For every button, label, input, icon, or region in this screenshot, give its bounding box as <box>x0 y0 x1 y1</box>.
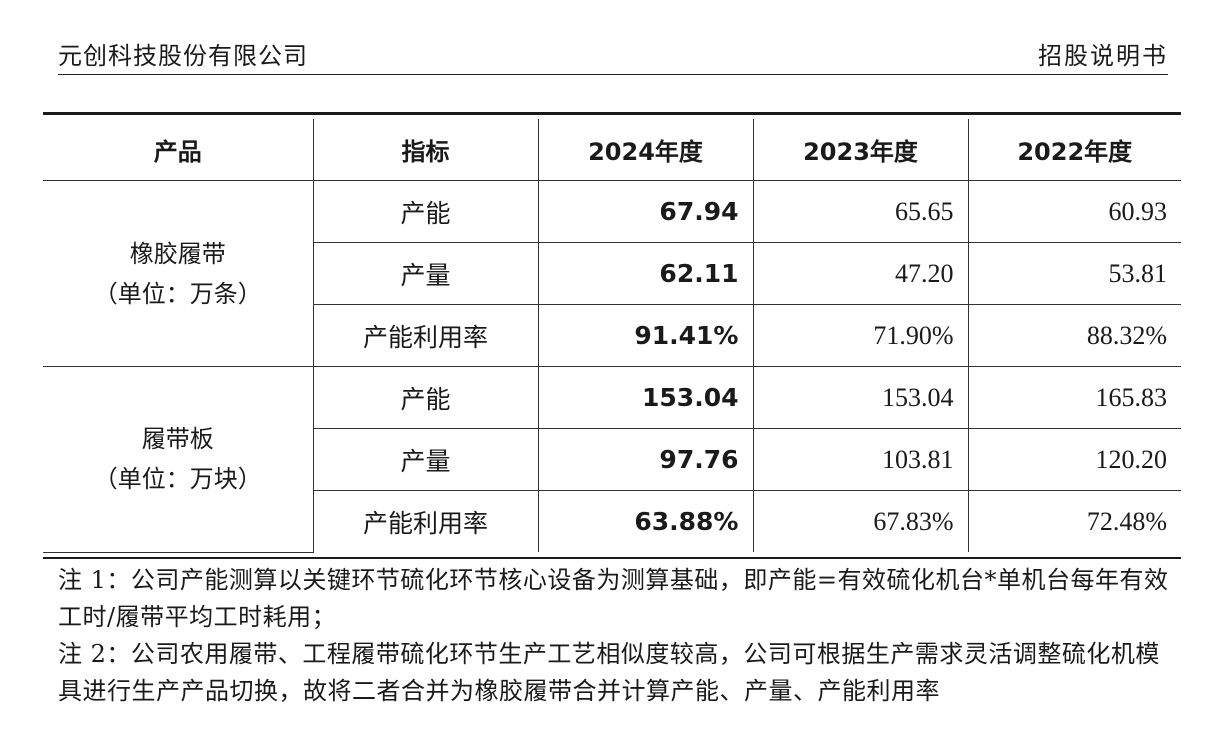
company-name: 元创科技股份有限公司 <box>58 42 308 70</box>
col-header-2023: 2023年度 <box>752 119 969 181</box>
table-bottom-rule <box>43 556 1181 559</box>
value-2023: 65.65 <box>752 180 969 243</box>
capacity-table: 产品 指标 2024年度 2023年度 2022年度 橡胶履带 （单位：万条） … <box>43 119 1181 553</box>
table-top-rule <box>43 112 1181 115</box>
page-header: 元创科技股份有限公司 招股说明书 <box>58 30 1168 75</box>
product-name: 橡胶履带 <box>129 239 226 268</box>
col-header-2024: 2024年度 <box>537 119 754 181</box>
value-2022: 88.32% <box>967 304 1181 367</box>
value-2022: 53.81 <box>967 242 1181 305</box>
table-row: 产量 62.11 47.20 53.81 <box>43 242 1181 305</box>
indicator-cell: 产量 <box>312 428 539 491</box>
product-cell-track-plate: 履带板 （单位：万块） <box>43 366 314 553</box>
table-row: 产能利用率 91.41% 71.90% 88.32% <box>43 304 1181 367</box>
indicator-cell: 产量 <box>312 242 539 305</box>
indicator-cell: 产能利用率 <box>312 490 539 552</box>
indicator-cell: 产能 <box>312 366 539 429</box>
table-header-row: 产品 指标 2024年度 2023年度 2022年度 <box>43 119 1181 181</box>
value-2024: 63.88% <box>537 490 754 552</box>
product-cell-rubber-track: 橡胶履带 （单位：万条） <box>43 180 314 367</box>
note-1: 注 1：公司产能测算以关键环节硫化环节核心设备为测算基础，即产能=有效硫化机台*… <box>58 566 1169 631</box>
value-2022: 72.48% <box>967 490 1181 552</box>
indicator-cell: 产能 <box>312 180 539 243</box>
col-header-indicator: 指标 <box>312 119 539 181</box>
product-name: 履带板 <box>141 425 214 454</box>
value-2024: 62.11 <box>537 242 754 305</box>
note-2: 注 2：公司农用履带、工程履带硫化环节生产工艺相似度较高，公司可根据生产需求灵活… <box>58 640 1160 705</box>
value-2023: 103.81 <box>752 428 969 491</box>
value-2024: 91.41% <box>537 304 754 367</box>
value-2024: 97.76 <box>537 428 754 491</box>
value-2023: 71.90% <box>752 304 969 367</box>
value-2023: 67.83% <box>752 490 969 552</box>
table-row: 履带板 （单位：万块） 产能 153.04 153.04 165.83 <box>43 366 1181 553</box>
value-2022: 165.83 <box>967 366 1181 429</box>
product-unit: （单位：万条） <box>93 279 262 308</box>
document-type: 招股说明书 <box>1038 42 1168 70</box>
capacity-table-wrapper: 产品 指标 2024年度 2023年度 2022年度 橡胶履带 （单位：万条） … <box>43 112 1181 559</box>
value-2022: 60.93 <box>967 180 1181 243</box>
value-2024: 153.04 <box>537 366 754 429</box>
value-2023: 153.04 <box>752 366 969 429</box>
product-unit: （单位：万块） <box>93 465 262 494</box>
table-row: 产能利用率 63.88% 67.83% 72.48% <box>43 490 1181 552</box>
col-header-product: 产品 <box>43 119 314 181</box>
value-2023: 47.20 <box>752 242 969 305</box>
table-row: 产量 97.76 103.81 120.20 <box>43 428 1181 491</box>
col-header-2022: 2022年度 <box>967 119 1181 181</box>
table-notes: 注 1：公司产能测算以关键环节硫化环节核心设备为测算基础，即产能=有效硫化机台*… <box>58 562 1170 710</box>
table-row: 橡胶履带 （单位：万条） 产能 67.94 65.65 60.93 <box>43 180 1181 367</box>
value-2024: 67.94 <box>537 180 754 243</box>
indicator-cell: 产能利用率 <box>312 304 539 367</box>
value-2022: 120.20 <box>967 428 1181 491</box>
